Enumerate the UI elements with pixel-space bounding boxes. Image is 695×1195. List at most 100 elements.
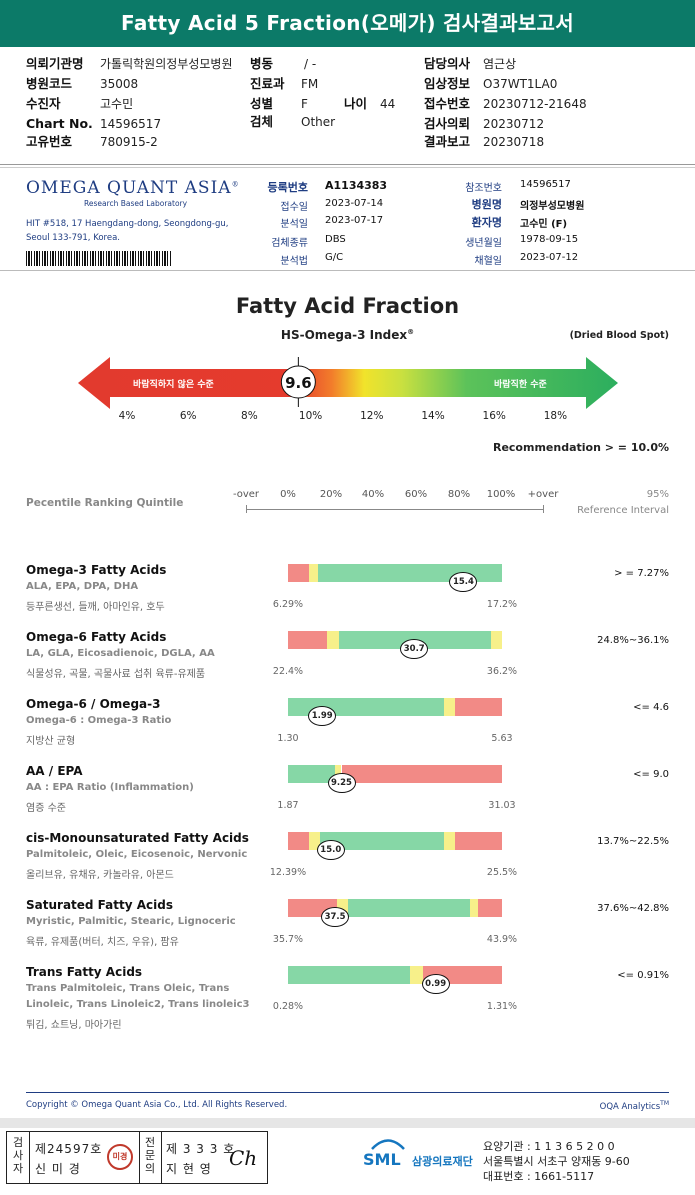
bar-segment-yellow bbox=[444, 832, 455, 850]
label-doctor: 담당의사 bbox=[424, 56, 471, 71]
range-high-label: 31.03 bbox=[488, 800, 516, 811]
percentile-column-label: -over bbox=[232, 489, 260, 500]
value-marker: 15.0 bbox=[316, 840, 345, 860]
divider bbox=[29, 1132, 30, 1183]
range-high-label: 43.9% bbox=[486, 934, 518, 945]
index-subtitle: HS-Omega-3 Index® bbox=[280, 328, 415, 342]
label-hospital-code: 병원코드 bbox=[26, 76, 73, 91]
index-value: 9.6 bbox=[285, 374, 312, 392]
index-gauge: 9.6 bbox=[78, 357, 618, 409]
label-ward: 병동 bbox=[250, 56, 274, 71]
report-title: Fatty Acid 5 Fraction(오메가) 검사결과보고서 bbox=[0, 0, 695, 47]
bar-segment-red bbox=[454, 832, 502, 850]
row-food-sources: 육류, 유제품(버터, 치즈, 우유), 팜유 bbox=[26, 937, 179, 948]
range-high-label: 36.2% bbox=[486, 666, 518, 677]
range-low-label: 22.4% bbox=[272, 666, 304, 677]
bar-segment-yellow bbox=[309, 564, 318, 582]
percentile-column-label: 60% bbox=[404, 489, 428, 500]
label-institution: 의뢰기관명 bbox=[26, 56, 84, 71]
value-hospital-name: 의정부성모병원 bbox=[520, 201, 585, 212]
row-food-sources: 염증 수준 bbox=[26, 803, 66, 814]
row-title: Trans Fatty Acids bbox=[26, 965, 143, 979]
row-subtitle: Trans Palmitoleic, Trans Oleic, Trans bbox=[26, 983, 230, 994]
label-ref-no: 참조번호 bbox=[465, 183, 502, 194]
reference-interval: <= 0.91% bbox=[617, 970, 669, 981]
value-report-date: 20230718 bbox=[483, 135, 545, 149]
range-low-label: 1.30 bbox=[277, 733, 299, 744]
bar-segment-green bbox=[288, 966, 410, 984]
value-specimen-type: DBS bbox=[325, 234, 346, 245]
value-clinical-info: O37WT1LA0 bbox=[483, 77, 558, 91]
row-subtitle: Omega-6 : Omega-3 Ratio bbox=[26, 715, 172, 726]
range-low-label: 35.7% bbox=[272, 934, 304, 945]
percentile-column-label: 20% bbox=[319, 489, 343, 500]
range-low-label: 0.28% bbox=[272, 1001, 304, 1012]
label-birth-date: 생년월일 bbox=[465, 238, 502, 249]
value-marker: 37.5 bbox=[321, 907, 350, 927]
label-department: 진료과 bbox=[250, 76, 285, 91]
value-marker: 0.99 bbox=[421, 974, 450, 994]
gauge-tick-label: 18% bbox=[543, 410, 568, 422]
percentile-heading: Pecentile Ranking Quintile bbox=[26, 497, 184, 509]
value-chart-no: 14596517 bbox=[100, 117, 162, 131]
value-department: FM bbox=[301, 77, 319, 91]
lab-address-line2: Seoul 133-791, Korea. bbox=[26, 233, 120, 243]
examiner-name: 신 미 경 bbox=[35, 1162, 81, 1176]
percentile-column-label: 80% bbox=[447, 489, 471, 500]
specimen-note: (Dried Blood Spot) bbox=[569, 330, 669, 341]
value-marker: 1.99 bbox=[308, 706, 337, 726]
value-age: 44 bbox=[380, 97, 396, 111]
label-clinical-info: 임상정보 bbox=[424, 76, 471, 91]
foundation-name: 삼광의료재단 bbox=[412, 1155, 473, 1168]
value-patient-name: 고수민 (F) bbox=[520, 219, 568, 230]
range-bar bbox=[288, 966, 502, 984]
sml-logo: SML bbox=[363, 1150, 401, 1169]
percentile-column-label: 40% bbox=[361, 489, 385, 500]
recommendation: Recommendation > = 10.0% bbox=[492, 441, 669, 454]
divider bbox=[0, 1118, 695, 1128]
bar-segment-yellow bbox=[491, 631, 502, 649]
axis-tick bbox=[246, 505, 247, 513]
divider bbox=[161, 1132, 162, 1183]
label-patient-name: 환자명 bbox=[471, 216, 502, 229]
gauge-tick-label: 16% bbox=[482, 410, 506, 422]
percentile-column-label: +over bbox=[527, 489, 559, 500]
range-bar bbox=[288, 832, 502, 850]
copyright: Copyright © Omega Quant Asia Co., Ltd. A… bbox=[26, 1100, 288, 1110]
row-title: Omega-6 Fatty Acids bbox=[26, 630, 167, 644]
value-reg-no: A1134383 bbox=[325, 179, 388, 192]
value-birth-date: 1978-09-15 bbox=[520, 234, 579, 245]
row-title: AA / EPA bbox=[26, 764, 83, 778]
value-marker: 30.7 bbox=[400, 639, 429, 659]
gauge-tick-label: 6% bbox=[179, 410, 197, 422]
bar-segment-red bbox=[288, 832, 310, 850]
reference-heading: 95% bbox=[646, 489, 669, 500]
value-analysis-date: 2023-07-17 bbox=[325, 215, 384, 226]
row-food-sources: 지방산 균형 bbox=[26, 736, 76, 747]
label-chart-no: Chart No. bbox=[26, 116, 93, 131]
value-request-date: 20230712 bbox=[483, 117, 545, 131]
bar-segment-green bbox=[320, 832, 445, 850]
bar-segment-red bbox=[288, 631, 327, 649]
value-ward: / - bbox=[304, 57, 317, 71]
bar-segment-red bbox=[454, 698, 502, 716]
label-specimen: 검체 bbox=[250, 114, 274, 129]
bar-segment-yellow bbox=[326, 631, 340, 649]
desirable-label: 바람직한 수준 bbox=[494, 380, 547, 390]
axis-tick bbox=[543, 505, 544, 513]
label-specimen-type: 검체종류 bbox=[271, 238, 308, 249]
bar-segment-red bbox=[478, 899, 502, 917]
gauge-tick-label: 14% bbox=[421, 410, 445, 422]
section-title: Fatty Acid Fraction bbox=[235, 294, 460, 318]
row-title: Omega-3 Fatty Acids bbox=[26, 563, 167, 577]
value-ref-no: 14596517 bbox=[520, 179, 571, 190]
label-analysis-date: 분석일 bbox=[280, 219, 308, 230]
value-specimen: Other bbox=[301, 115, 336, 129]
value-collection-date: 2023-07-12 bbox=[520, 252, 579, 263]
row-food-sources: 식물성유, 곡물, 곡물사료 섭취 육류-유제품 bbox=[26, 669, 206, 680]
range-high-label: 1.31% bbox=[486, 1001, 518, 1012]
row-subtitle: ALA, EPA, DPA, DHA bbox=[26, 581, 139, 592]
